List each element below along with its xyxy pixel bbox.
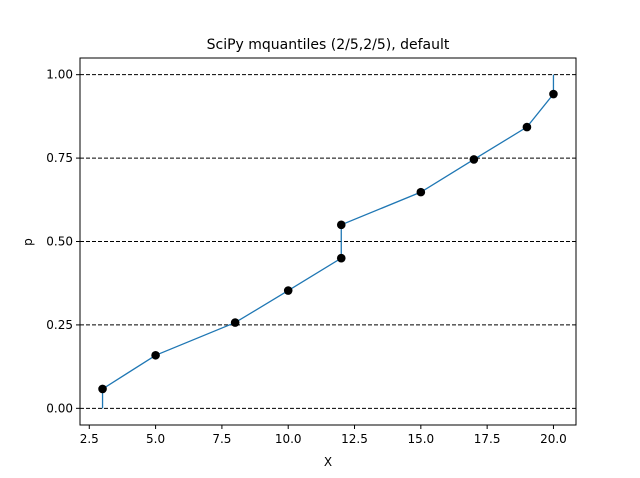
data-point-9 xyxy=(549,89,558,99)
data-point-1 xyxy=(151,350,160,360)
x-tick-label-5: 15.0 xyxy=(407,432,434,446)
y-axis-label: p xyxy=(21,238,35,246)
data-point-8 xyxy=(522,122,532,132)
data-point-3 xyxy=(283,286,293,295)
data-point-4 xyxy=(336,253,346,263)
x-tick-label-3: 10.0 xyxy=(275,432,302,446)
reference-lines xyxy=(80,74,576,409)
data-line xyxy=(101,74,555,409)
x-tick-label-0: 2.5 xyxy=(80,432,99,446)
x-tick-label-4: 12.5 xyxy=(341,432,368,446)
data-point-6 xyxy=(416,187,426,197)
x-tick-label-2: 7.5 xyxy=(212,432,231,446)
y-tick-label-0: 0.00 xyxy=(46,401,73,415)
x-axis-ticks: 2.5 5.0 7.5 10.0 12.5 15.0 17.5 20.0 xyxy=(80,425,567,446)
data-point-0 xyxy=(98,384,107,394)
chart-title: SciPy mquantiles (2/5,2/5), default xyxy=(207,37,450,53)
x-tick-label-7: 20.0 xyxy=(540,432,567,446)
x-axis-label: X xyxy=(324,455,332,469)
y-axis-ticks: 0.00 0.25 0.50 0.75 1.00 xyxy=(46,68,80,415)
data-point-5 xyxy=(336,220,346,230)
series-line xyxy=(101,74,555,409)
y-tick-label-2: 0.50 xyxy=(46,235,73,249)
x-tick-label-6: 17.5 xyxy=(474,432,501,446)
data-point-2 xyxy=(230,318,240,327)
data-point-7 xyxy=(469,155,479,164)
y-tick-label-3: 0.75 xyxy=(46,151,73,165)
x-tick-label-1: 5.0 xyxy=(146,432,165,446)
series-points xyxy=(98,89,558,394)
y-tick-label-1: 0.25 xyxy=(46,318,73,332)
y-tick-label-4: 1.00 xyxy=(46,68,73,82)
